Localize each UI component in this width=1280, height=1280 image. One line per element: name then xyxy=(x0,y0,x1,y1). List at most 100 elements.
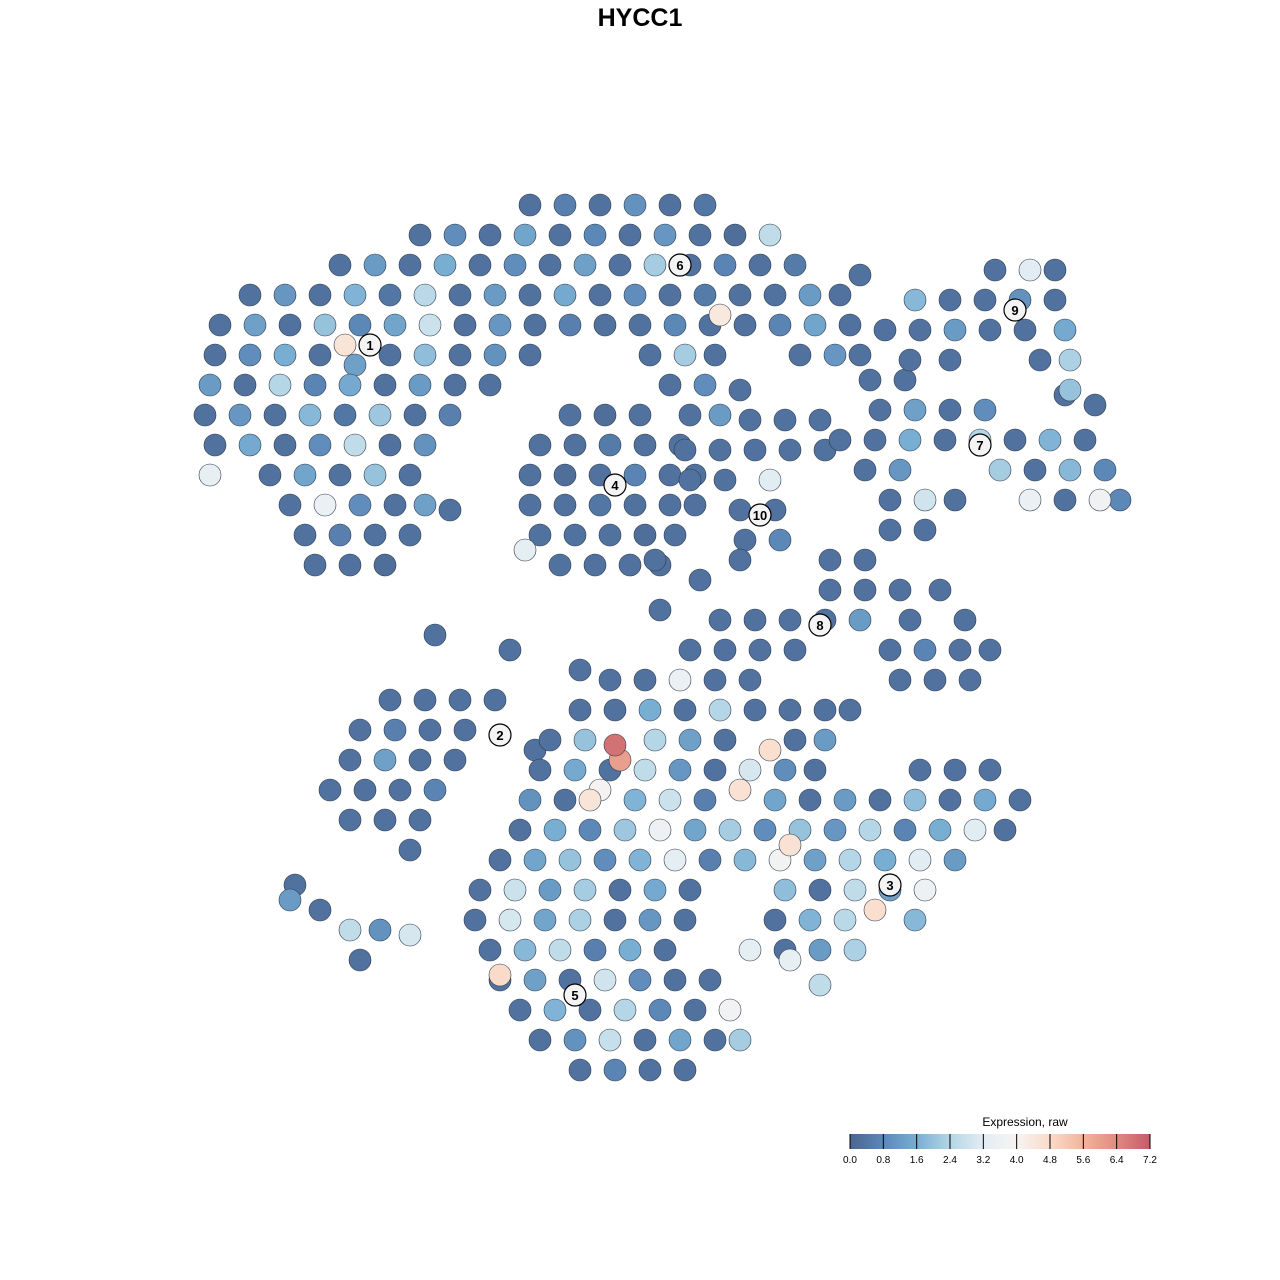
data-point xyxy=(423,623,447,647)
data-point xyxy=(518,193,542,217)
data-point xyxy=(578,788,602,812)
data-point xyxy=(978,638,1002,662)
cluster-label-badge xyxy=(668,253,692,277)
data-point xyxy=(273,433,297,457)
data-point xyxy=(433,253,457,277)
data-point xyxy=(833,788,857,812)
data-point xyxy=(348,718,372,742)
data-point xyxy=(1053,488,1077,512)
data-point xyxy=(623,463,647,487)
data-point xyxy=(708,698,732,722)
data-point xyxy=(808,973,832,997)
data-point xyxy=(643,253,667,277)
data-point xyxy=(658,463,682,487)
data-point xyxy=(638,698,662,722)
data-point xyxy=(313,313,337,337)
data-point xyxy=(798,283,822,307)
data-point xyxy=(308,898,332,922)
data-point xyxy=(943,488,967,512)
data-point xyxy=(663,313,687,337)
data-point xyxy=(453,313,477,337)
data-point xyxy=(413,493,437,517)
data-point xyxy=(438,498,462,522)
data-point xyxy=(518,493,542,517)
data-point xyxy=(1003,428,1027,452)
data-point xyxy=(443,748,467,772)
data-point xyxy=(588,283,612,307)
data-point xyxy=(1093,458,1117,482)
data-point xyxy=(1023,458,1047,482)
data-point xyxy=(413,688,437,712)
data-point xyxy=(1058,378,1082,402)
cluster-label: 10 xyxy=(748,503,772,527)
data-point xyxy=(348,948,372,972)
legend-tick-label: 7.2 xyxy=(1143,1155,1157,1166)
data-point xyxy=(763,283,787,307)
data-point xyxy=(763,788,787,812)
data-point xyxy=(943,318,967,342)
data-point xyxy=(508,998,532,1022)
data-point xyxy=(263,403,287,427)
data-point xyxy=(888,668,912,692)
data-point xyxy=(758,738,782,762)
data-point xyxy=(813,728,837,752)
data-point xyxy=(573,878,597,902)
data-point xyxy=(938,788,962,812)
data-point xyxy=(398,838,422,862)
data-point xyxy=(963,818,987,842)
data-point xyxy=(583,553,607,577)
data-point xyxy=(683,998,707,1022)
data-point xyxy=(633,758,657,782)
data-point xyxy=(973,398,997,422)
data-point xyxy=(558,313,582,337)
legend-colorbar xyxy=(850,1134,1150,1149)
data-point xyxy=(363,523,387,547)
data-point xyxy=(668,758,692,782)
data-point xyxy=(638,1058,662,1082)
data-point xyxy=(583,938,607,962)
data-point xyxy=(823,818,847,842)
data-point xyxy=(448,343,472,367)
data-point xyxy=(658,788,682,812)
legend-title: Expression, raw xyxy=(982,1115,1068,1129)
data-point xyxy=(548,223,572,247)
data-point xyxy=(528,1028,552,1052)
data-point xyxy=(573,253,597,277)
data-point xyxy=(623,788,647,812)
data-point xyxy=(828,428,852,452)
data-point xyxy=(983,258,1007,282)
data-point xyxy=(778,833,802,857)
data-point xyxy=(238,433,262,457)
data-point xyxy=(398,253,422,277)
data-point xyxy=(783,253,807,277)
data-point xyxy=(383,313,407,337)
data-point xyxy=(1108,488,1132,512)
data-point xyxy=(198,373,222,397)
data-point xyxy=(468,878,492,902)
chart-title: HYCC1 xyxy=(597,4,683,32)
data-point xyxy=(778,438,802,462)
data-point xyxy=(863,898,887,922)
data-point xyxy=(648,598,672,622)
cluster-label: 7 xyxy=(968,433,992,457)
data-point xyxy=(693,788,717,812)
data-point xyxy=(908,318,932,342)
data-point xyxy=(743,608,767,632)
data-point xyxy=(813,698,837,722)
data-point xyxy=(608,878,632,902)
data-point xyxy=(368,403,392,427)
data-point xyxy=(683,493,707,517)
data-point xyxy=(478,938,502,962)
data-point xyxy=(728,283,752,307)
data-point xyxy=(583,223,607,247)
data-point xyxy=(363,463,387,487)
cluster-label-text: 8 xyxy=(816,618,823,633)
data-point xyxy=(738,938,762,962)
data-point xyxy=(408,223,432,247)
data-point xyxy=(818,548,842,572)
data-point xyxy=(628,848,652,872)
data-point xyxy=(593,968,617,992)
data-point xyxy=(523,848,547,872)
data-point xyxy=(353,778,377,802)
